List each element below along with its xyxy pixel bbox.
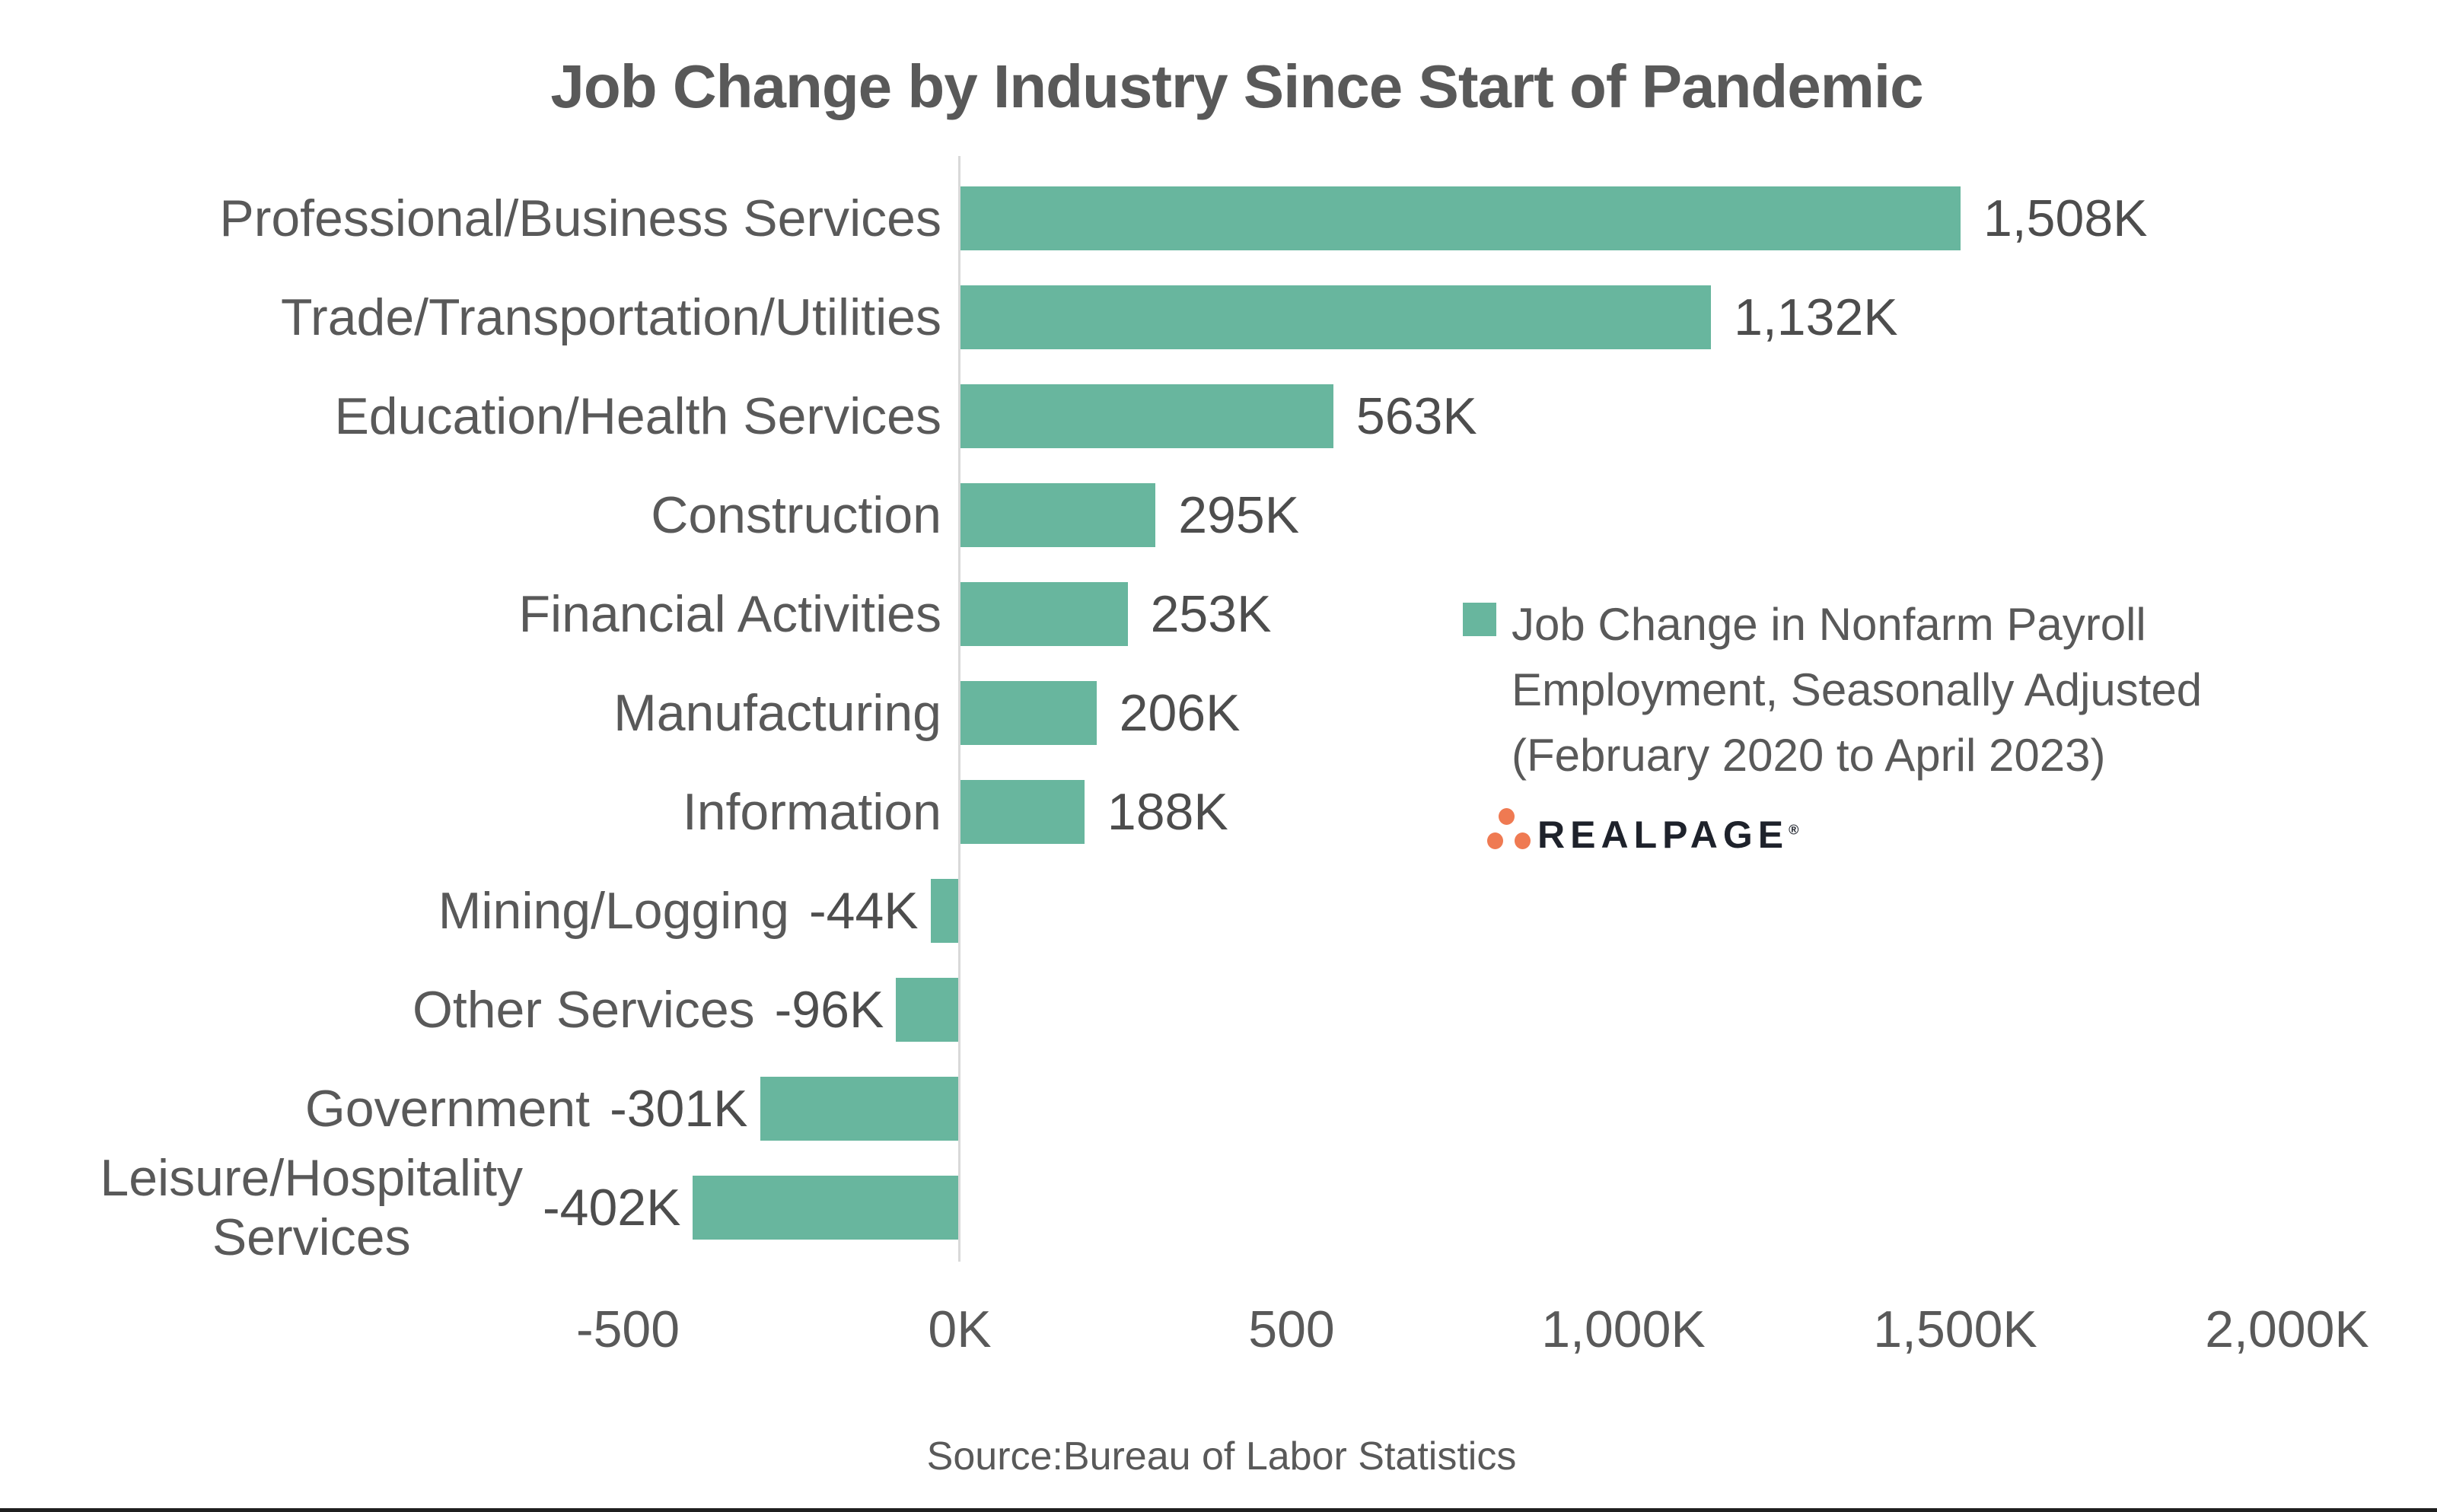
category-label: Construction [651,486,941,544]
chart-title: Job Change by Industry Since Start of Pa… [550,53,1923,120]
value-label: 1,508K [1983,189,2148,247]
category-label: Financial Activities [518,585,941,643]
bar [960,384,1333,448]
x-tick-0: 0K [928,1300,992,1358]
bar [960,582,1128,646]
realpage-logo-dot-right [1515,832,1531,849]
realpage-logo-text: REALPAGE® [1537,813,1798,857]
category-and-value-label: Leisure/Hospitality Services -402K [100,1148,680,1267]
x-tick-500: 500 [1248,1300,1335,1358]
value-label: 295K [1178,486,1300,544]
category-label: Leisure/Hospitality Services [100,1149,523,1266]
bar [693,1176,960,1240]
value-label: 206K [1119,684,1241,742]
category-and-value-label: Government -301K [305,1079,748,1138]
value-label: -402K [543,1179,681,1237]
bar [760,1077,960,1141]
legend-marker-icon [1463,603,1496,636]
source-note: Source:Bureau of Labor Statistics [926,1434,1517,1479]
category-label: Professional/Business Services [219,189,941,247]
legend-label: Job Change in Nonfarm Payroll Employment… [1512,592,2202,788]
bar [960,681,1097,745]
realpage-logo-dot-left [1487,832,1503,849]
x-tick--500: -500 [575,1300,680,1358]
legend: Job Change in Nonfarm Payroll Employment… [1463,592,2202,788]
category-label: Mining/Logging [438,882,789,940]
value-label: -301K [610,1080,748,1138]
bar [930,879,960,943]
category-label: Government [304,1080,591,1138]
registered-trademark-icon: ® [1789,822,1799,838]
category-and-value-label: Other Services -96K [413,980,884,1039]
realpage-logo: REALPAGE® [1484,805,1865,858]
value-label: 253K [1150,585,1272,643]
x-tick-1500: 1,500K [1873,1300,2037,1358]
realpage-logo-wordmark: REALPAGE [1537,813,1789,856]
bar [896,978,960,1042]
realpage-logo-dot-top [1499,808,1515,825]
value-label: -96K [774,981,884,1039]
bottom-border-line [0,1508,2437,1512]
bar [960,780,1085,844]
x-tick-2000: 2,000K [2205,1300,2369,1358]
category-label: Education/Health Services [334,387,941,445]
bar [960,285,1712,349]
zero-axis-line [958,156,960,1262]
value-label: -44K [809,882,919,940]
value-label: 563K [1355,387,1477,445]
legend-line-3: (February 2020 to April 2023) [1512,730,2106,781]
value-label: 1,132K [1734,288,1898,346]
category-label: Information [682,783,941,841]
x-tick-1000: 1,000K [1541,1300,1706,1358]
bar [960,483,1156,547]
category-and-value-label: Mining/Logging -44K [438,881,919,941]
bar [960,186,1961,250]
legend-line-2: Employment, Seasonally Adjusted [1512,664,2203,715]
category-label: Trade/Transportation/Utilities [281,288,941,346]
legend-line-1: Job Change in Nonfarm Payroll [1512,599,2146,650]
category-label: Manufacturing [613,684,941,742]
category-label: Other Services [412,981,755,1039]
value-label: 188K [1107,783,1228,841]
